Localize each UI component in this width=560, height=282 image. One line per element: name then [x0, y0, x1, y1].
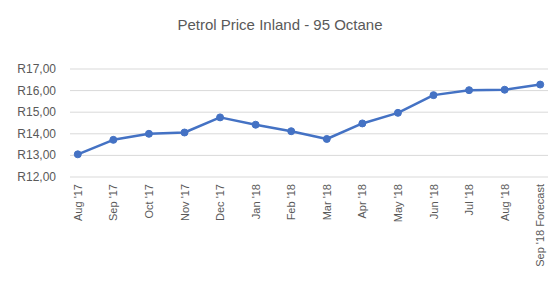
marker: [145, 130, 152, 137]
marker: [217, 114, 224, 121]
y-tick-label: R16,00: [17, 84, 56, 98]
x-tick-label: Jul '18: [463, 184, 475, 215]
marker: [394, 109, 401, 116]
x-tick-label: Nov '17: [179, 184, 191, 221]
grid: [70, 69, 548, 177]
x-tick-label: Oct '17: [143, 184, 155, 219]
x-tick-label: Jan '18: [250, 184, 262, 219]
x-tick-label: Aug '17: [72, 184, 84, 221]
y-tick-label: R17,00: [17, 62, 56, 76]
marker: [359, 120, 366, 127]
grid-line: [70, 112, 548, 113]
line: [78, 85, 540, 155]
marker: [323, 135, 330, 142]
x-tick-label: Sep '17: [107, 184, 119, 221]
chart-container: Petrol Price Inland - 95 Octane R12,00 R13…: [0, 0, 560, 282]
marker: [466, 87, 473, 94]
grid-line: [70, 69, 548, 70]
marker: [74, 151, 81, 158]
x-tick-label: Feb '18: [285, 184, 297, 220]
y-tick-label: R13,00: [17, 148, 56, 162]
marker: [181, 129, 188, 136]
x-tick-label: May '18: [392, 184, 404, 222]
marker: [110, 136, 117, 143]
marker: [288, 128, 295, 135]
y-tick-label: R12,00: [17, 170, 56, 184]
chart-svg: Petrol Price Inland - 95 Octane R12,00 R13…: [0, 0, 560, 282]
y-tick-label: R15,00: [17, 105, 56, 119]
x-tick-label: Jun '18: [428, 184, 440, 219]
marker: [252, 121, 259, 128]
chart-title: Petrol Price Inland - 95 Octane: [177, 16, 382, 33]
x-tick-label: Apr '18: [356, 184, 368, 219]
x-tick-label: Mar '18: [321, 184, 333, 220]
grid-line: [70, 155, 548, 156]
x-tick-label: Aug '18: [499, 184, 511, 221]
y-tick-label: R14,00: [17, 127, 56, 141]
marker: [501, 86, 508, 93]
marker: [537, 81, 544, 88]
marker: [430, 92, 437, 99]
x-tick-label: Sep '18 Forecast: [534, 184, 546, 267]
x-tick-label: Dec '17: [214, 184, 226, 221]
grid-line: [70, 177, 548, 178]
data-group: [74, 81, 543, 158]
